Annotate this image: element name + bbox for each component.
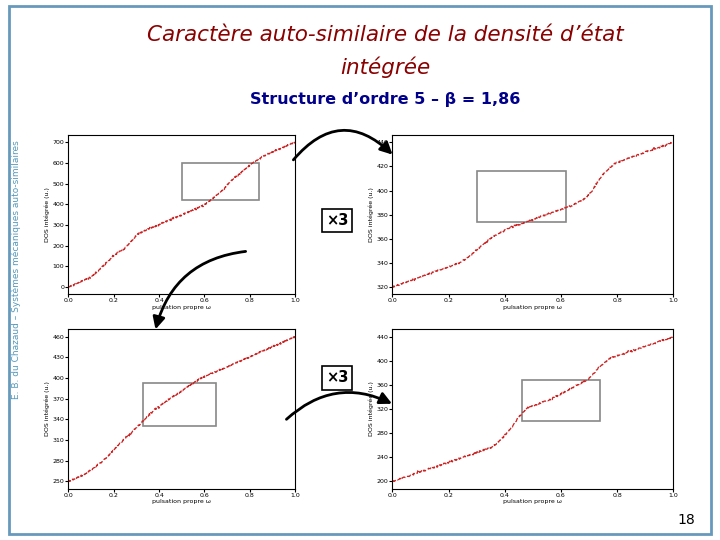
Text: 18: 18 [677, 512, 695, 526]
X-axis label: pulsation propre ω: pulsation propre ω [503, 305, 562, 310]
Text: E. B. du Chazaud – Systèmes mécaniques auto-similaires: E. B. du Chazaud – Systèmes mécaniques a… [11, 140, 21, 400]
Text: Caractère auto-similaire de la densité d’état: Caractère auto-similaire de la densité d… [147, 25, 624, 45]
Text: Structure d’ordre 5 – β = 1,86: Structure d’ordre 5 – β = 1,86 [250, 92, 521, 107]
Text: ×3: ×3 [325, 370, 348, 386]
Bar [181, 163, 259, 200]
Y-axis label: DOS intégrée (u.): DOS intégrée (u.) [44, 382, 50, 436]
X-axis label: pulsation propre ω: pulsation propre ω [503, 500, 562, 504]
Y-axis label: DOS intégrée (u.): DOS intégrée (u.) [368, 187, 374, 242]
Bar [143, 383, 216, 427]
Text: ×3: ×3 [325, 213, 348, 228]
Bar [477, 171, 567, 222]
Text: intégrée: intégrée [340, 57, 431, 78]
X-axis label: pulsation propre ω: pulsation propre ω [153, 500, 211, 504]
X-axis label: pulsation propre ω: pulsation propre ω [153, 305, 211, 310]
Y-axis label: DOS intégrée (u.): DOS intégrée (u.) [368, 382, 374, 436]
Y-axis label: DOS intégrée (u.): DOS intégrée (u.) [44, 187, 50, 242]
Bar [521, 380, 600, 421]
